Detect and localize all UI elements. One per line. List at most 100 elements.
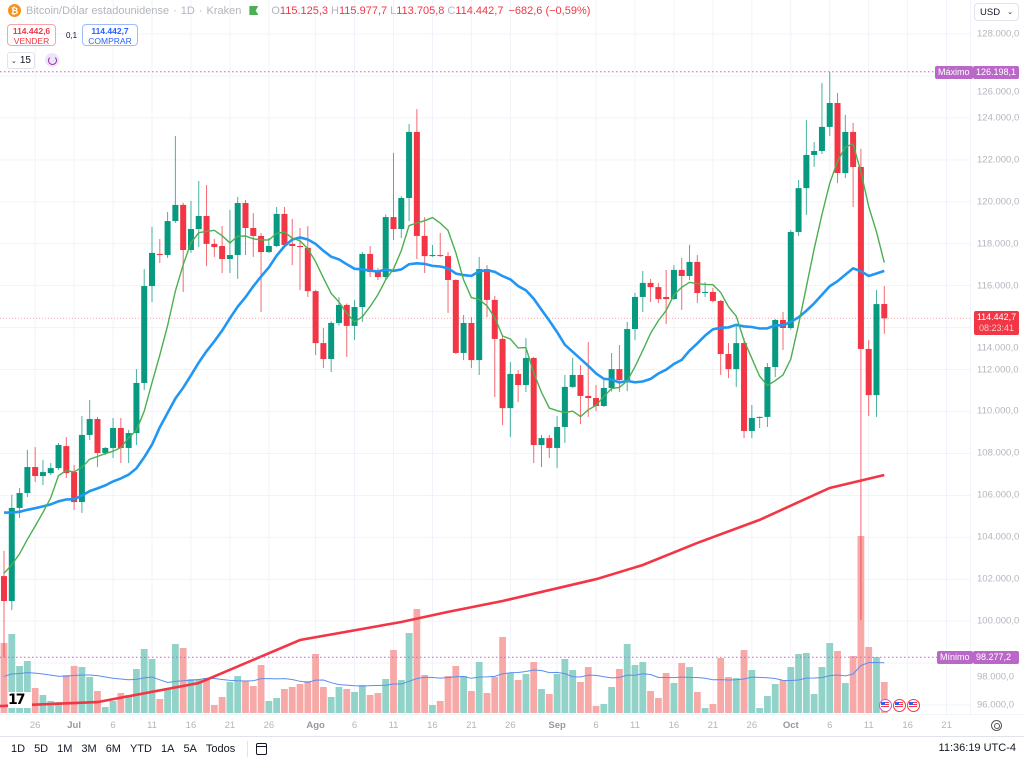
range-ytd[interactable]: YTD <box>129 742 152 755</box>
clock-time[interactable]: 11:36:19 UTC-4 <box>938 742 1016 754</box>
candle-up <box>670 269 677 300</box>
volume-bar <box>468 691 475 713</box>
indicators-count: 15 <box>19 55 31 66</box>
price-tick-label: 96.000,0 <box>977 699 1014 711</box>
candle-up <box>110 428 117 448</box>
candle-up <box>172 204 179 222</box>
range-1m[interactable]: 1M <box>57 742 73 755</box>
time-tick-label: 26 <box>263 720 275 731</box>
price-tick-label: 116.000,0 <box>977 280 1019 292</box>
candle-down <box>585 395 592 399</box>
price-tick-label: 118.000,0 <box>977 238 1019 250</box>
volume-ma-line <box>3 661 885 687</box>
candle-up <box>187 229 194 250</box>
volume-bar <box>148 659 156 713</box>
candle-down <box>655 287 662 300</box>
volume-bar <box>242 681 249 713</box>
indicators-toggle[interactable]: ⌄ 15 <box>7 52 35 69</box>
symbol-title[interactable]: Bitcoin/Dólar estadounidense <box>26 4 170 17</box>
volume-bar <box>70 666 78 713</box>
candle-down <box>647 282 654 288</box>
range-3m[interactable]: 3M <box>81 742 97 755</box>
candle-down <box>483 269 490 300</box>
price-tick-label: 102.000,0 <box>977 573 1020 585</box>
volume-bar <box>249 686 257 713</box>
volume-bar <box>592 706 600 713</box>
time-tick-label: Oct <box>782 720 799 731</box>
sell-button[interactable]: 114.442,6 VENDER <box>7 24 56 46</box>
price-tick-label: 106.000,0 <box>977 489 1020 501</box>
range-5y[interactable]: 5A <box>183 742 197 755</box>
volume-bar <box>530 662 538 713</box>
economic-event-icon[interactable] <box>879 699 892 712</box>
divider <box>247 740 249 757</box>
low-label: L <box>390 4 397 17</box>
volume-bar <box>47 701 55 713</box>
price-axis[interactable]: 128.000,0 126.000,0 124.000,0 122.000,0 120.… <box>970 0 1024 714</box>
candle-down <box>367 253 374 273</box>
currency-select[interactable]: USD ⌄ <box>974 3 1019 21</box>
volume-bar <box>460 676 468 713</box>
sync-icon[interactable] <box>45 53 59 67</box>
max-value: 126.198,1 <box>973 66 1019 79</box>
market-open-flag-icon <box>249 6 259 15</box>
candle-up <box>538 438 545 446</box>
gear-icon[interactable] <box>991 720 1002 731</box>
candle-up <box>398 197 405 230</box>
price-chart[interactable] <box>0 0 970 714</box>
time-tick-label: 26 <box>29 720 41 731</box>
volume-bar <box>717 658 725 713</box>
price-tick-label: 100.000,0 <box>977 615 1020 627</box>
volume-bar <box>577 682 584 713</box>
price-tick-label: 114.000,0 <box>977 342 1019 354</box>
buy-button[interactable]: 114.442,7 COMPRAR <box>82 24 138 46</box>
candle-up <box>803 154 810 189</box>
economic-event-icon[interactable] <box>907 699 920 712</box>
range-6m[interactable]: 6M <box>105 742 121 755</box>
range-all[interactable]: Todos <box>205 742 236 755</box>
volume-bar <box>117 693 125 713</box>
candle-up <box>102 447 109 453</box>
time-axis[interactable]: 26 Jul 6 11 16 21 26 Ago 6 11 16 21 26 Sep 6 11 16 21 26 Oc… <box>0 714 1024 737</box>
price-tick-label: 112.000,0 <box>977 364 1019 376</box>
bar-countdown: 08:23:41 <box>978 323 1015 333</box>
volume-bar <box>304 681 312 713</box>
range-1y[interactable]: 1A <box>160 742 175 755</box>
volume-bar <box>273 698 281 713</box>
buy-label: COMPRAR <box>88 36 132 46</box>
candle-up <box>826 102 833 127</box>
volume-bar <box>125 695 133 713</box>
candle-up <box>234 203 241 256</box>
currency-value: USD <box>980 6 1001 18</box>
candle-up <box>764 367 771 417</box>
range-5d[interactable]: 5D <box>34 742 49 755</box>
volume-bar <box>514 680 522 713</box>
candle-down <box>865 348 872 396</box>
candle-up <box>16 493 23 508</box>
candle-up <box>149 252 156 287</box>
volume-bar <box>771 684 779 713</box>
calendar-goto-icon[interactable] <box>256 742 268 755</box>
candle-down <box>312 291 319 344</box>
price-tick-label: 98.000,0 <box>977 671 1014 683</box>
volume-bar <box>553 674 561 713</box>
candle-up <box>273 213 280 247</box>
tradingview-logo[interactable]: 17 <box>8 692 32 708</box>
range-1d[interactable]: 1D <box>11 742 26 755</box>
volume-bar <box>678 663 686 713</box>
volume-bar <box>31 688 39 713</box>
volume-bar <box>475 662 483 713</box>
volume-bar <box>849 656 857 713</box>
volume-bar <box>561 659 569 713</box>
volume-bar <box>725 677 732 713</box>
exchange-label: Kraken <box>206 4 242 17</box>
volume-bar <box>312 654 319 713</box>
economic-event-icon[interactable] <box>893 699 906 712</box>
candle-down <box>320 343 327 360</box>
max-label: Máximo <box>935 66 973 79</box>
interval-label[interactable]: 1D <box>180 4 195 17</box>
volume-bar <box>187 679 195 713</box>
buy-price: 114.442,7 <box>91 26 129 36</box>
candle-down <box>289 243 296 247</box>
candle-down <box>258 235 265 253</box>
